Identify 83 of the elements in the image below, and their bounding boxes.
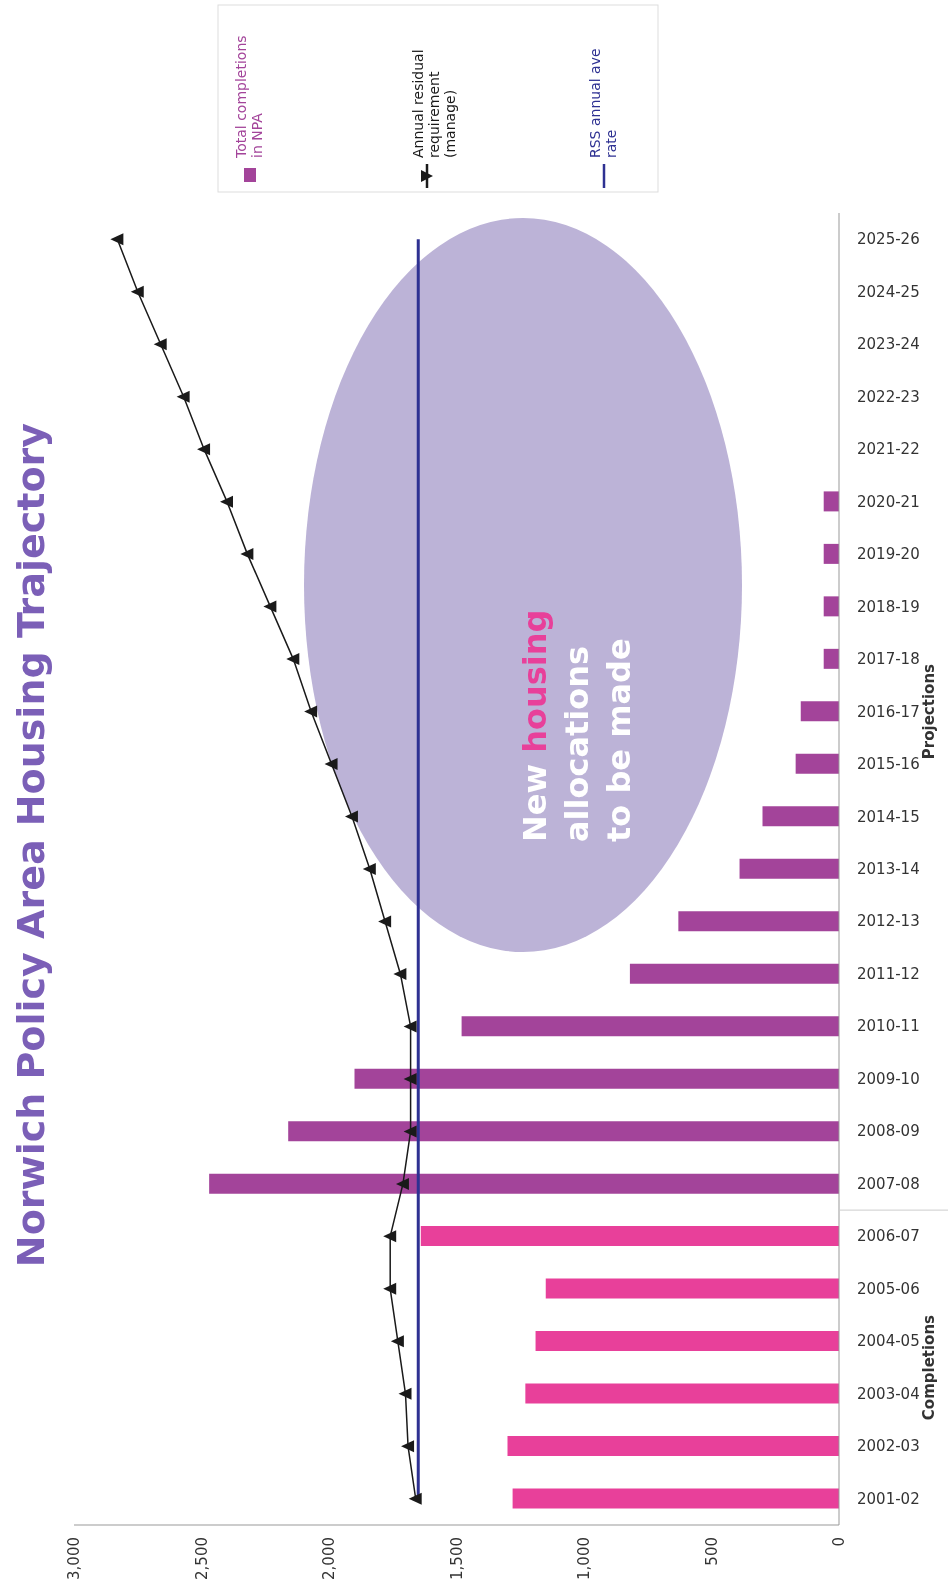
point <box>403 1125 417 1138</box>
point <box>263 600 277 613</box>
bar <box>823 491 839 512</box>
point <box>390 1335 404 1348</box>
point <box>110 233 124 246</box>
bar <box>823 543 839 564</box>
bar <box>461 1016 839 1037</box>
y-tick-label: 2013-14 <box>857 860 920 878</box>
x-tick-label: 2,000 <box>320 1537 338 1580</box>
bar <box>512 1488 839 1509</box>
point <box>153 338 167 351</box>
y-tick-label: 2014-15 <box>857 807 920 826</box>
y-tick-label: 2023-24 <box>857 335 920 354</box>
bar <box>507 1436 839 1457</box>
text: Completions <box>920 1314 938 1421</box>
y-tick-label: 2005-06 <box>857 1279 920 1298</box>
y-tick-label: 2015-16 <box>857 755 920 774</box>
y-tick-label: 2012-13 <box>857 912 920 931</box>
bar <box>545 1278 839 1299</box>
point <box>401 1440 415 1453</box>
x-tick-label: 500 <box>702 1537 721 1566</box>
point <box>383 1230 397 1243</box>
y-tick-label: 2004-05 <box>857 1332 920 1351</box>
point <box>130 285 144 298</box>
bar <box>535 1331 839 1352</box>
y-tick-label: 2002-03 <box>857 1437 920 1456</box>
point <box>362 863 376 875</box>
bar <box>762 806 839 827</box>
point <box>378 915 392 928</box>
x-tick-label: 3,000 <box>65 1537 83 1580</box>
y-tick-label: 2001-02 <box>857 1489 920 1508</box>
point <box>240 548 254 561</box>
bar <box>739 858 839 879</box>
bar <box>800 701 839 722</box>
y-tick-label: 2017-18 <box>857 650 920 669</box>
bar <box>209 1173 839 1194</box>
y-tick-label: 2021-22 <box>857 440 920 459</box>
y-tick-label: 2022-23 <box>857 387 920 406</box>
point <box>403 1072 417 1085</box>
x-tick-label: 1,500 <box>447 1537 466 1580</box>
bar <box>678 911 839 932</box>
y-tick-label: 2025-26 <box>857 230 920 249</box>
text: Annual residual requirement (manage) <box>410 49 458 158</box>
point <box>398 1387 412 1400</box>
y-tick-label: 2007-08 <box>857 1174 920 1193</box>
y-tick-label: 2016-17 <box>857 702 920 721</box>
y-tick-label: 2011-12 <box>857 964 920 983</box>
y-tick-label: 2003-04 <box>857 1384 920 1403</box>
point <box>176 390 190 403</box>
y-tick-label: 2020-21 <box>857 492 920 511</box>
y-tick-label: 2010-11 <box>857 1017 920 1036</box>
bar <box>288 1121 839 1142</box>
bar <box>354 1068 839 1089</box>
y-tick-label: 2009-10 <box>857 1069 920 1088</box>
y-tick-label: 2024-25 <box>857 282 920 301</box>
y-tick-label: 2019-20 <box>857 545 920 564</box>
point <box>304 705 318 718</box>
bar <box>823 596 839 617</box>
point <box>408 1492 422 1505</box>
y-tick-label: 2018-19 <box>857 597 920 616</box>
bar <box>420 1226 839 1247</box>
point <box>344 810 358 823</box>
x-tick-label: 1,000 <box>575 1537 593 1580</box>
y-tick-label: 2006-07 <box>857 1227 920 1246</box>
y-tick-label: 2008-09 <box>857 1122 920 1141</box>
text: RSS annual ave rate <box>587 48 619 158</box>
text: Projections <box>920 663 938 760</box>
point <box>403 1020 417 1033</box>
text: Norwich Policy Area Housing Trajectory <box>9 422 53 1268</box>
bar <box>823 648 839 669</box>
text: Total completions in NPA <box>233 35 265 159</box>
point <box>197 443 211 456</box>
x-tick-label: 2,500 <box>192 1537 211 1580</box>
point <box>286 653 300 666</box>
bar <box>525 1383 839 1404</box>
point <box>395 1177 409 1190</box>
x-tick-label: 0 <box>830 1537 848 1547</box>
point <box>220 495 233 508</box>
point <box>383 1282 397 1295</box>
point <box>324 758 338 771</box>
bar <box>629 963 839 984</box>
bar <box>795 753 839 774</box>
point <box>393 967 407 980</box>
